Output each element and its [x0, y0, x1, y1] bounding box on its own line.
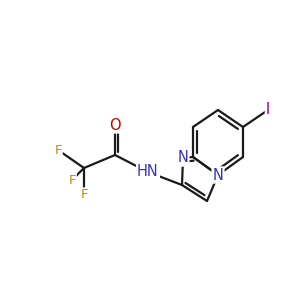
- Text: F: F: [54, 143, 62, 157]
- Text: F: F: [68, 173, 76, 187]
- Text: F: F: [80, 188, 88, 202]
- Text: N: N: [178, 151, 188, 166]
- Text: I: I: [266, 103, 270, 118]
- Text: O: O: [109, 118, 121, 133]
- Text: N: N: [213, 167, 224, 182]
- Text: HN: HN: [137, 164, 159, 179]
